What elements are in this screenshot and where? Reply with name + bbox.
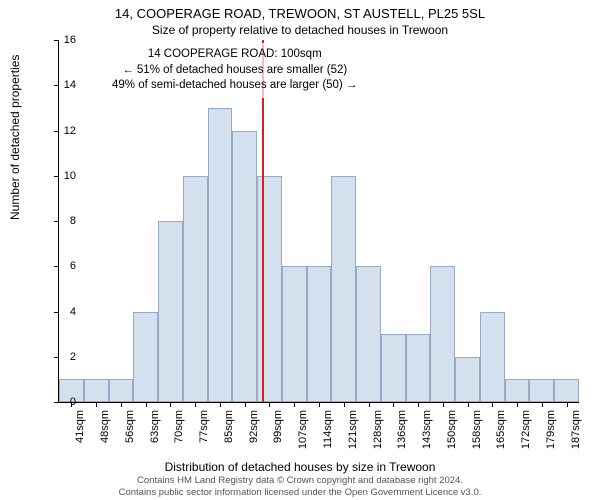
histogram-bar xyxy=(331,176,356,402)
x-tick-mark xyxy=(245,402,246,407)
histogram-bar xyxy=(554,379,579,402)
histogram-bar xyxy=(109,379,134,402)
x-tick-label: 48sqm xyxy=(99,410,111,443)
x-tick-label: 92sqm xyxy=(248,410,260,443)
footer-line1: Contains HM Land Registry data © Crown c… xyxy=(0,475,600,486)
histogram-bar xyxy=(381,334,406,402)
y-tick-label: 2 xyxy=(46,351,76,363)
histogram-bar xyxy=(158,221,183,402)
x-tick-label: 107sqm xyxy=(297,410,309,449)
chart-subtitle: Size of property relative to detached ho… xyxy=(0,21,600,37)
x-tick-mark xyxy=(418,402,419,407)
histogram-bar xyxy=(406,334,431,402)
histogram-bar xyxy=(183,176,208,402)
x-tick-label: 85sqm xyxy=(223,410,235,443)
y-tick-label: 10 xyxy=(46,170,76,182)
x-axis-label: Distribution of detached houses by size … xyxy=(0,460,600,474)
x-tick-mark xyxy=(96,402,97,407)
x-tick-mark xyxy=(492,402,493,407)
y-tick-label: 14 xyxy=(46,79,76,91)
annotation-line3: 49% of semi-detached houses are larger (… xyxy=(112,78,357,94)
chart-title: 14, COOPERAGE ROAD, TREWOON, ST AUSTELL,… xyxy=(0,0,600,21)
x-tick-label: 143sqm xyxy=(421,410,433,449)
x-tick-mark xyxy=(567,402,568,407)
x-tick-label: 187sqm xyxy=(570,410,582,449)
x-tick-label: 99sqm xyxy=(272,410,284,443)
y-tick-label: 12 xyxy=(46,125,76,137)
y-tick-label: 4 xyxy=(46,306,76,318)
x-tick-label: 114sqm xyxy=(322,410,334,448)
y-tick-label: 6 xyxy=(46,260,76,272)
histogram-bar xyxy=(480,312,505,403)
x-tick-mark xyxy=(146,402,147,407)
y-tick-label: 0 xyxy=(46,396,76,408)
y-tick-label: 8 xyxy=(46,215,76,227)
x-tick-label: 77sqm xyxy=(198,410,210,443)
histogram-bar xyxy=(529,379,554,402)
x-tick-label: 70sqm xyxy=(173,410,185,443)
x-tick-label: 179sqm xyxy=(545,410,557,449)
x-tick-label: 63sqm xyxy=(149,410,161,443)
x-tick-mark xyxy=(517,402,518,407)
histogram-bar xyxy=(307,266,332,402)
footer: Contains HM Land Registry data © Crown c… xyxy=(0,475,600,498)
x-tick-mark xyxy=(443,402,444,407)
x-tick-label: 150sqm xyxy=(446,410,458,449)
x-tick-label: 121sqm xyxy=(347,410,359,449)
x-tick-label: 56sqm xyxy=(124,410,136,443)
x-tick-mark xyxy=(195,402,196,407)
x-tick-label: 41sqm xyxy=(74,410,86,443)
histogram-bar xyxy=(505,379,530,402)
histogram-bar xyxy=(282,266,307,402)
x-tick-mark xyxy=(121,402,122,407)
x-tick-label: 172sqm xyxy=(520,410,532,449)
histogram-bar xyxy=(84,379,109,402)
y-tick-label: 16 xyxy=(46,34,76,46)
x-tick-mark xyxy=(393,402,394,407)
annotation-box: 14 COOPERAGE ROAD: 100sqm ← 51% of detac… xyxy=(105,43,364,98)
histogram-bar xyxy=(356,266,381,402)
footer-line2: Contains public sector information licen… xyxy=(0,487,600,498)
x-tick-label: 165sqm xyxy=(495,410,507,449)
annotation-line1: 14 COOPERAGE ROAD: 100sqm xyxy=(112,47,357,63)
x-tick-mark xyxy=(170,402,171,407)
histogram-bar xyxy=(208,108,233,402)
x-tick-label: 128sqm xyxy=(372,410,384,449)
annotation-line2: ← 51% of detached houses are smaller (52… xyxy=(112,63,357,79)
x-tick-mark xyxy=(319,402,320,407)
x-tick-mark xyxy=(269,402,270,407)
histogram-bar xyxy=(232,131,257,403)
histogram-bar xyxy=(257,176,282,402)
histogram-bar xyxy=(133,312,158,403)
x-tick-label: 158sqm xyxy=(471,410,483,449)
x-tick-mark xyxy=(542,402,543,407)
y-axis-label: Number of detached properties xyxy=(8,55,22,220)
x-tick-mark xyxy=(468,402,469,407)
x-tick-mark xyxy=(344,402,345,407)
x-tick-mark xyxy=(220,402,221,407)
x-tick-mark xyxy=(294,402,295,407)
x-tick-label: 136sqm xyxy=(396,410,408,449)
histogram-bar xyxy=(430,266,455,402)
x-tick-mark xyxy=(369,402,370,407)
histogram-bar xyxy=(455,357,480,402)
